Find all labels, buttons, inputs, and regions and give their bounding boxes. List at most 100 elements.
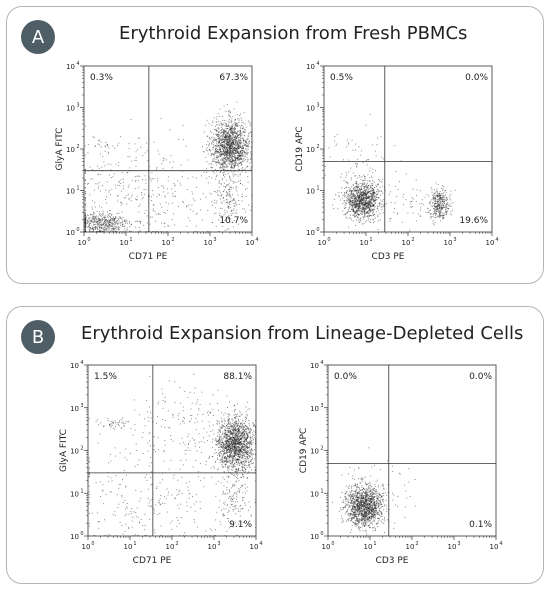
data-point [110,163,112,165]
data-point [119,216,121,218]
data-point [412,198,414,200]
data-point [360,195,362,197]
data-point [141,198,143,200]
data-point [248,146,250,147]
x-tick-exponent: 1 [369,237,372,243]
data-point [101,206,103,208]
data-point [443,213,445,215]
data-point [439,205,440,207]
data-point [440,193,442,195]
data-point [360,189,362,190]
data-point [238,439,240,441]
data-point [106,144,108,146]
data-point [367,219,369,221]
data-point [233,414,235,416]
data-point [247,137,249,139]
data-point [230,132,232,134]
data-point [443,217,445,219]
data-point [363,210,365,211]
data-point [227,206,229,208]
data-point [234,139,236,141]
data-point [234,420,236,422]
data-point [369,204,371,205]
data-point [219,138,221,140]
data-point [224,137,226,138]
data-point [240,447,242,449]
data-point [226,148,228,150]
x-tick-label: 10 [402,239,411,247]
data-point [435,195,437,197]
data-point [228,136,229,138]
x-tick-label: 10 [246,239,255,247]
data-point [224,124,226,126]
data-point [357,196,359,198]
data-point [236,124,238,126]
data-point [229,170,231,172]
data-point [229,180,231,182]
data-point [143,188,145,190]
data-point [372,204,374,206]
data-point [366,193,368,194]
data-point [215,134,217,136]
data-point [355,213,356,214]
data-point [364,193,365,195]
data-point [134,180,136,182]
data-point [370,183,372,185]
data-point [370,206,372,208]
data-point [373,204,375,206]
data-point [151,172,153,174]
data-point [429,213,431,215]
data-point [336,143,338,145]
data-point [432,220,434,222]
data-point [224,139,226,141]
data-point [367,204,369,206]
data-point [242,147,244,149]
data-point [101,222,103,224]
data-point [173,182,175,184]
data-point [117,200,119,202]
data-point [212,140,214,142]
data-point [242,454,244,456]
data-point [352,184,354,185]
data-point [354,215,356,217]
data-point [451,214,453,216]
data-point [355,201,357,203]
data-point [222,163,224,165]
data-point [221,464,223,466]
data-point [236,132,238,134]
data-point [99,218,101,220]
data-point [93,219,95,221]
data-point [233,129,235,131]
data-point [354,195,356,197]
data-point [232,133,234,135]
x-tick-exponent: 0 [327,237,330,243]
data-point [381,190,382,192]
data-point [242,448,244,450]
data-point [172,195,174,197]
data-point [233,163,235,165]
data-point [128,143,130,145]
data-point [229,178,231,180]
data-point [356,158,358,160]
data-point [161,206,163,208]
data-point [356,163,358,165]
data-point [346,146,348,148]
data-point [361,195,362,196]
data-point [352,210,354,212]
data-point [109,221,111,223]
data-point [131,194,133,196]
data-point [364,204,366,206]
data-point [223,172,225,173]
data-point [364,202,366,204]
data-point [355,225,356,227]
data-point [249,140,251,142]
data-point [223,160,225,161]
data-point [246,145,248,147]
data-point [369,188,371,190]
data-point [226,123,227,125]
data-point [98,167,100,169]
data-point [353,201,355,203]
data-point [359,176,361,178]
data-point [212,429,214,431]
data-point [441,204,443,206]
